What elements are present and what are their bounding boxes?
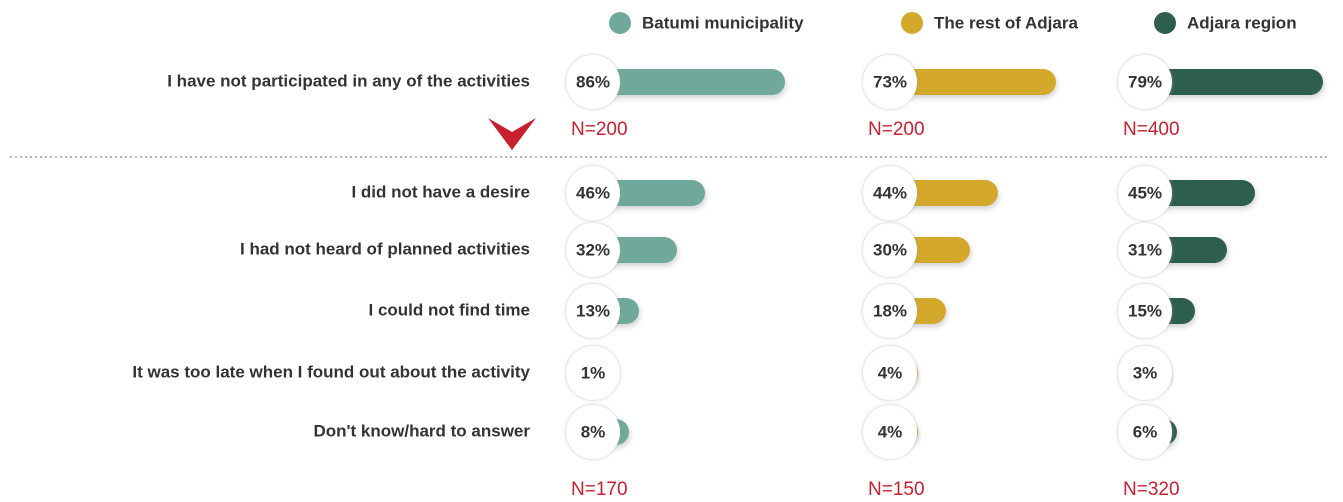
value-label: 4%	[878, 363, 903, 382]
value-badge	[566, 166, 620, 220]
sample-size: N=320	[1123, 479, 1180, 500]
value-label: 31%	[1128, 240, 1162, 259]
value-badge	[1118, 55, 1172, 109]
bar	[1145, 180, 1255, 206]
category-label: I did not have a desire	[351, 182, 530, 201]
legend-label: The rest of Adjara	[934, 13, 1078, 32]
value-badge	[863, 346, 917, 400]
legend-swatch	[901, 12, 923, 34]
value-label: 32%	[576, 240, 610, 259]
value-label: 73%	[873, 72, 907, 91]
value-badge	[566, 405, 620, 459]
value-label: 86%	[576, 72, 610, 91]
legend-label: Batumi municipality	[642, 13, 804, 32]
legend-swatch	[1154, 12, 1176, 34]
value-label: 18%	[873, 301, 907, 320]
value-label: 1%	[581, 363, 606, 382]
value-badge	[1118, 346, 1172, 400]
sample-size: N=200	[571, 119, 628, 140]
category-label: It was too late when I found out about t…	[132, 362, 530, 381]
value-badge	[1118, 166, 1172, 220]
value-badge	[1118, 284, 1172, 338]
sample-size: N=150	[868, 479, 925, 500]
value-badge	[863, 405, 917, 459]
value-badge	[566, 55, 620, 109]
value-label: 44%	[873, 183, 907, 202]
value-label: 15%	[1128, 301, 1162, 320]
bar	[1145, 69, 1323, 95]
value-label: 46%	[576, 183, 610, 202]
bar	[593, 180, 705, 206]
value-badge	[863, 55, 917, 109]
value-badge	[1118, 405, 1172, 459]
value-label: 8%	[581, 422, 606, 441]
value-badge	[566, 284, 620, 338]
legend-label: Adjara region	[1187, 13, 1297, 32]
value-label: 79%	[1128, 72, 1162, 91]
value-label: 3%	[1133, 363, 1158, 382]
bar	[593, 69, 785, 95]
sample-size: N=200	[868, 119, 925, 140]
category-label: I had not heard of planned activities	[240, 239, 530, 258]
legend-swatch	[609, 12, 631, 34]
value-badge	[863, 284, 917, 338]
chevron-icon	[488, 118, 536, 150]
value-label: 30%	[873, 240, 907, 259]
value-badge	[566, 223, 620, 277]
value-label: 4%	[878, 422, 903, 441]
value-badge	[863, 223, 917, 277]
category-label: I have not participated in any of the ac…	[167, 71, 530, 90]
value-badge	[863, 166, 917, 220]
value-label: 45%	[1128, 183, 1162, 202]
bar	[890, 69, 1056, 95]
sample-size: N=170	[571, 479, 628, 500]
category-label: Don't know/hard to answer	[313, 421, 530, 440]
bar	[890, 180, 998, 206]
sample-size: N=400	[1123, 119, 1180, 140]
value-badge	[566, 346, 620, 400]
category-label: I could not find time	[369, 300, 530, 319]
value-badge	[1118, 223, 1172, 277]
value-label: 6%	[1133, 422, 1158, 441]
value-label: 13%	[576, 301, 610, 320]
